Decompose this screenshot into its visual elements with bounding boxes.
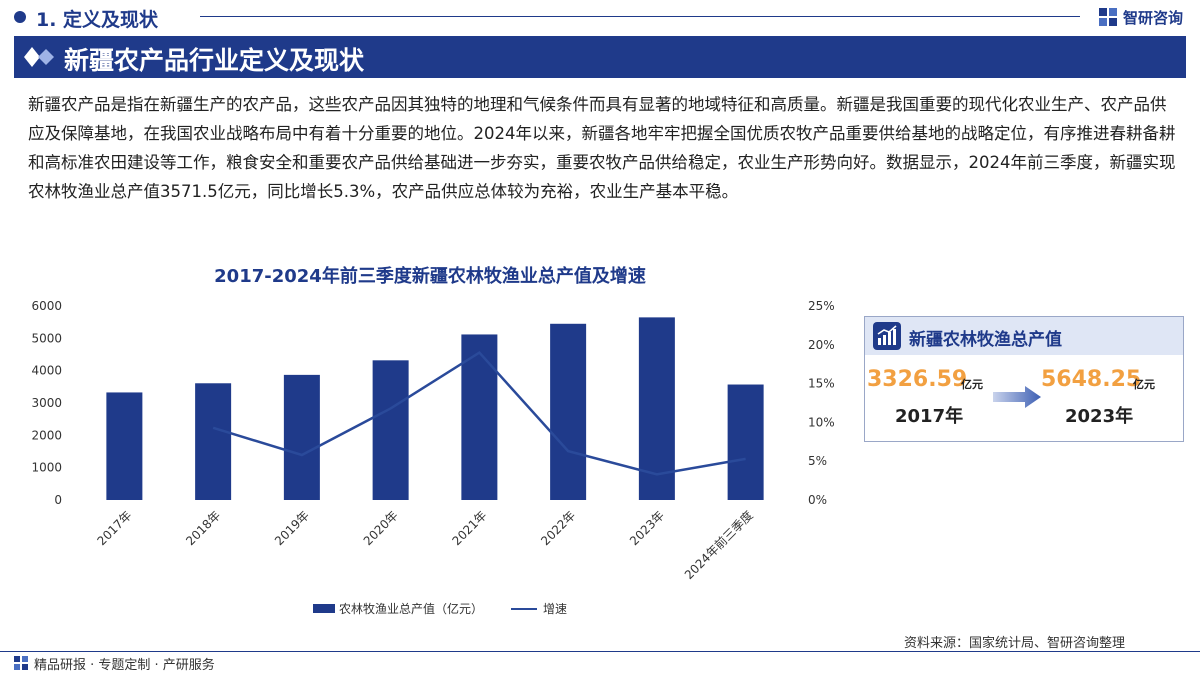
data-source: 资料来源：国家统计局、智研咨询整理	[904, 636, 1126, 651]
y-left-tick: 6000	[31, 299, 62, 313]
x-tick-label: 2022年	[538, 508, 578, 548]
card-unit-start: 亿元	[961, 378, 983, 391]
card-title: 新疆农林牧渔总产值	[909, 330, 1062, 350]
top-divider	[200, 16, 1080, 17]
footer-divider	[0, 651, 1200, 652]
top-bar: 1. 定义及现状 智研咨询	[0, 0, 1200, 34]
legend-bar-swatch	[313, 604, 335, 613]
card-unit-end: 亿元	[1133, 378, 1155, 391]
bar	[550, 323, 587, 500]
y-right-tick: 5%	[808, 454, 827, 468]
footer-tagline: 精品研报 · 专题定制 · 产研服务	[34, 658, 215, 673]
bar	[372, 360, 409, 500]
bar	[106, 392, 143, 500]
y-left-tick: 5000	[31, 331, 62, 345]
arrow-right-icon	[993, 386, 1041, 408]
y-right-tick: 15%	[808, 377, 835, 391]
diamond-icon	[24, 47, 54, 67]
y-left-tick: 4000	[31, 364, 62, 378]
card-header: 新疆农林牧渔总产值	[865, 317, 1183, 355]
y-right-tick: 20%	[808, 338, 835, 352]
bar	[461, 334, 498, 500]
bar	[727, 384, 764, 500]
growth-line	[212, 350, 746, 476]
card-value-start: 3326.59	[867, 367, 968, 392]
x-tick-label: 2024年前三季度	[681, 508, 756, 583]
card-year-end: 2023年	[1065, 406, 1134, 427]
y-left-tick: 1000	[31, 461, 62, 475]
y-left-tick: 2000	[31, 428, 62, 442]
page-title: 新疆农产品行业定义及现状	[64, 46, 365, 75]
x-tick-label: 2021年	[450, 508, 490, 548]
card-value-end: 5648.25	[1041, 367, 1142, 392]
combo-chart: 0 1000 2000 3000 4000 5000 6000 0% 5% 10% 15% 20% 25…	[31, 299, 835, 583]
x-tick-label: 2023年	[627, 508, 667, 548]
brand-icon	[1099, 8, 1117, 26]
y-right-tick: 0%	[808, 493, 827, 507]
legend-line-swatch	[511, 607, 538, 610]
title-banner: 新疆农产品行业定义及现状	[14, 36, 1186, 78]
section-dot	[14, 11, 26, 23]
legend-line-label: 增速	[543, 602, 568, 616]
footer-logo-icon	[14, 656, 28, 670]
card-year-start: 2017年	[895, 406, 964, 427]
x-tick-label: 2019年	[272, 508, 312, 548]
growth-chart-icon	[873, 322, 901, 350]
x-tick-label: 2017年	[95, 508, 135, 548]
chart-legend: 农林牧渔业总产值（亿元） 增速	[313, 600, 567, 617]
chart-title: 2017-2024年前三季度新疆农林牧渔业总产值及增速	[214, 266, 646, 287]
x-tick-label: 2018年	[183, 508, 223, 548]
highlight-card: 新疆农林牧渔总产值 3326.59 亿元 5648.25 亿元 2017年 20…	[864, 316, 1184, 442]
bar	[638, 317, 675, 500]
bar	[195, 383, 232, 500]
y-right-tick: 25%	[808, 299, 835, 313]
y-left-tick: 0	[54, 493, 62, 507]
brand-logo: 智研咨询	[1098, 6, 1183, 28]
intro-paragraph: 新疆农产品是指在新疆生产的农产品，这些农产品因其独特的地理和气候条件而具有显著的…	[28, 95, 1176, 201]
legend-bar-label: 农林牧渔业总产值（亿元）	[339, 602, 484, 616]
section-label: 1. 定义及现状	[36, 9, 159, 31]
bar	[283, 374, 320, 500]
x-tick-label: 2020年	[361, 508, 401, 548]
y-left-tick: 3000	[31, 396, 62, 410]
y-right-tick: 10%	[808, 415, 835, 429]
brand-name: 智研咨询	[1123, 8, 1184, 27]
